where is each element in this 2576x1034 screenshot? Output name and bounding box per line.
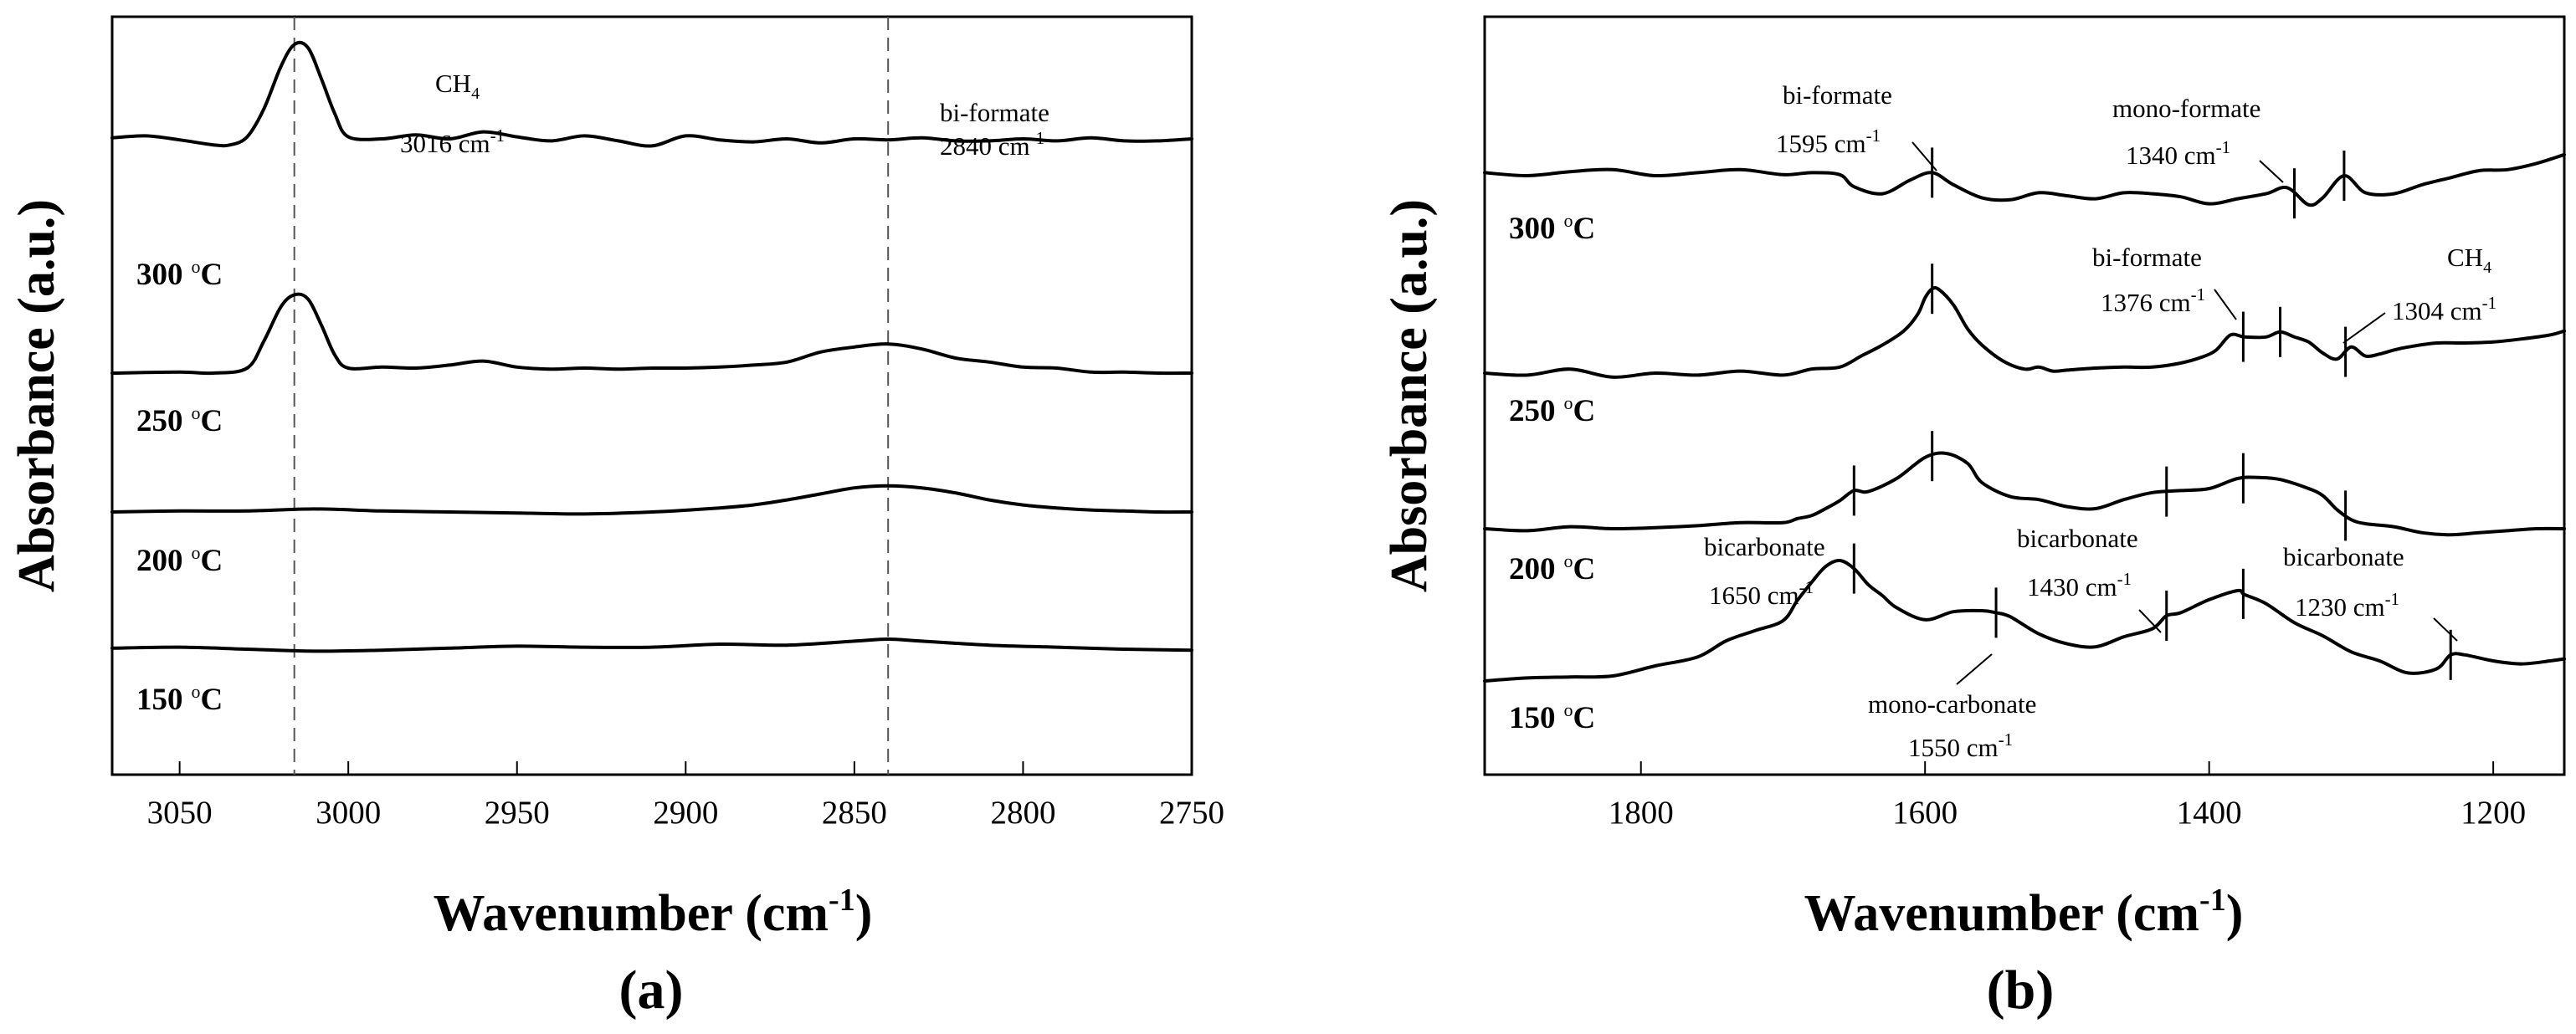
spectrum-line-150-oc-a bbox=[110, 637, 1193, 653]
reference-lines-a bbox=[293, 17, 890, 775]
plot-frame-b bbox=[1483, 15, 2566, 776]
series-label-150-b: 150 oC bbox=[1509, 699, 1595, 735]
panel-a: 3050 3000 2950 2900 2850 2800 2750 300 oC 250 oC… bbox=[8, 15, 1224, 1021]
plot-frame-a bbox=[110, 15, 1193, 776]
annotation-bicarbonate-1430-value: 1430 cm-1 bbox=[2027, 569, 2132, 601]
panel-label-b: (b) bbox=[1987, 960, 2055, 1021]
annotation-biformate-value-a: 2840 cm-1 bbox=[940, 128, 1044, 161]
annotation-biformate-1595-value: 1595 cm-1 bbox=[1776, 125, 1881, 158]
annotation-bicarbonate-1230-title: bicarbonate bbox=[2283, 542, 2404, 571]
annotation-monoformate-1340-value: 1340 cm-1 bbox=[2126, 137, 2230, 170]
series-label-300-b: 300 oC bbox=[1509, 210, 1595, 246]
spectrum-line-150-oc-b bbox=[1483, 558, 2566, 683]
annotation-biformate-1595-title: bi-formate bbox=[1783, 80, 1892, 110]
x-tick-label-2750-a: 2750 bbox=[1159, 795, 1224, 831]
leader-biformate-1595 bbox=[1911, 141, 1937, 171]
series-label-250-a: 250 oC bbox=[136, 402, 223, 438]
x-ticks-b: 1800 1600 1400 1200 bbox=[1609, 761, 2526, 831]
series-label-250-b: 250 oC bbox=[1509, 392, 1595, 428]
spectrum-line-300-oc-a bbox=[110, 40, 1193, 148]
y-axis-title-b: Absorbance (a.u.) bbox=[1381, 199, 1438, 592]
leader-biformate-1376 bbox=[2214, 289, 2237, 320]
annotation-biformate-1376-title: bi-formate bbox=[2092, 243, 2202, 272]
x-tick-label-3000-a: 3000 bbox=[316, 795, 381, 831]
x-tick-label-3050-a: 3050 bbox=[147, 795, 213, 831]
leader-monoformate-1340 bbox=[2259, 160, 2284, 183]
series-label-150-a: 150 oC bbox=[136, 681, 223, 717]
annotation-ch4-a: CH4 bbox=[435, 69, 480, 103]
spectrum-line-200-oc-b bbox=[1483, 451, 2566, 537]
spectrum-line-250-oc-b bbox=[1483, 286, 2566, 379]
annotation-ch4-1304-value: 1304 cm-1 bbox=[2392, 293, 2496, 325]
annotation-monocarbonate-1550-title: mono-carbonate bbox=[1868, 689, 2036, 719]
panel-label-a: (a) bbox=[619, 960, 684, 1021]
x-tick-label-1200-b: 1200 bbox=[2461, 795, 2526, 831]
annotation-leaders-b bbox=[1911, 141, 2458, 685]
spectrum-line-300-oc-b bbox=[1483, 152, 2566, 207]
leader-monocarbonate-1550 bbox=[1956, 653, 1993, 685]
spectrum-line-200-oc-a bbox=[110, 484, 1193, 516]
annotation-biformate-1376-value: 1376 cm-1 bbox=[2101, 284, 2205, 317]
annotation-ch4-1304-title: CH4 bbox=[2447, 243, 2491, 277]
annotation-bicarbonate-1650-value: 1650 cm-1 bbox=[1709, 577, 1814, 610]
x-ticks-a: 3050 3000 2950 2900 2850 2800 2750 bbox=[147, 761, 1224, 831]
leader-bicarbonate-1230 bbox=[2433, 617, 2458, 642]
x-tick-label-2850-a: 2850 bbox=[822, 795, 887, 831]
annotation-bicarbonate-1230-value: 1230 cm-1 bbox=[2295, 589, 2399, 622]
annotation-bicarbonate-1430-title: bicarbonate bbox=[2017, 524, 2138, 553]
y-axis-title-a: Absorbance (a.u.) bbox=[8, 199, 65, 592]
series-label-200-a: 200 oC bbox=[136, 542, 223, 578]
x-tick-label-2950-a: 2950 bbox=[485, 795, 550, 831]
x-tick-label-2900-a: 2900 bbox=[653, 795, 718, 831]
series-label-300-a: 300 oC bbox=[136, 256, 223, 292]
leader-ch4-1304 bbox=[2343, 312, 2386, 344]
annotation-bicarbonate-1650-title: bicarbonate bbox=[1704, 532, 1825, 561]
x-tick-label-1800-b: 1800 bbox=[1609, 795, 1674, 831]
x-axis-title-a: Wavenumber (cm-1) bbox=[434, 883, 873, 942]
panel-b: 1800 1600 1400 1200 300 oC 250 oC 200 oC 150 oC… bbox=[1381, 15, 2566, 1021]
annotation-monocarbonate-1550-value: 1550 cm-1 bbox=[1908, 729, 2013, 762]
annotation-monoformate-1340-title: mono-formate bbox=[2112, 94, 2260, 123]
series-group-b bbox=[1483, 152, 2566, 683]
peak-markers-b bbox=[1852, 147, 2452, 680]
series-label-200-b: 200 oC bbox=[1509, 550, 1595, 586]
annotation-ch4-value-a: 3016 cm-1 bbox=[400, 125, 505, 158]
x-tick-label-1400-b: 1400 bbox=[2177, 795, 2242, 831]
leader-bicarbonate-1430 bbox=[2138, 609, 2162, 633]
series-group-a bbox=[110, 40, 1193, 653]
x-tick-label-2800-a: 2800 bbox=[990, 795, 1055, 831]
annotation-biformate-a: bi-formate bbox=[940, 98, 1049, 127]
x-axis-title-b: Wavenumber (cm-1) bbox=[1804, 883, 2244, 942]
spectrum-line-250-oc-a bbox=[110, 292, 1193, 376]
x-tick-label-1600-b: 1600 bbox=[1892, 795, 1958, 831]
